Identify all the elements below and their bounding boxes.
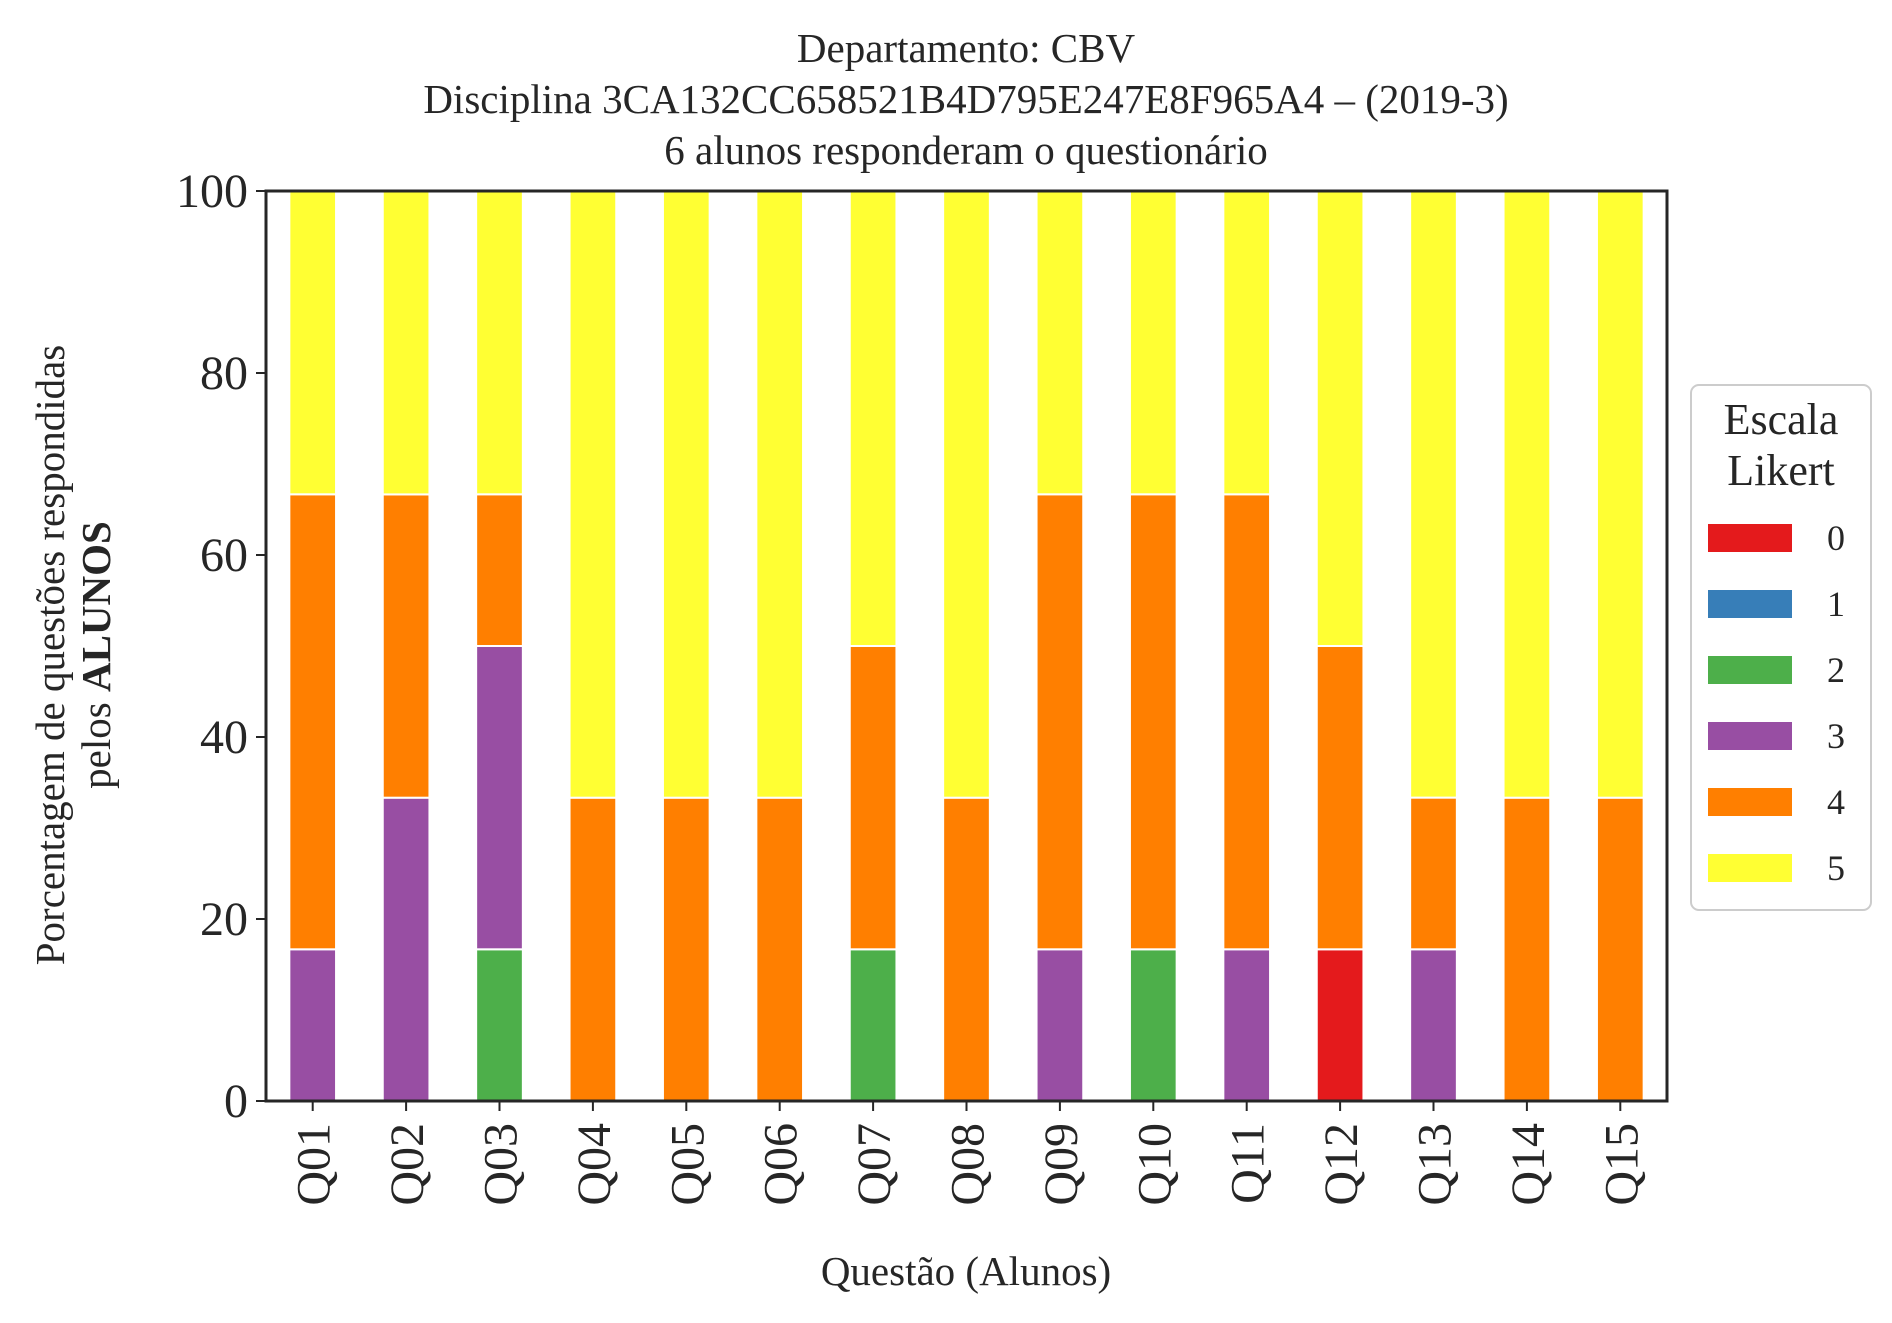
legend: Escala Likert 0 1 2 3 4 5 xyxy=(1690,384,1872,911)
legend-swatch-4 xyxy=(1708,788,1792,816)
bar-segment-q03-level-5 xyxy=(475,190,524,496)
x-tick-label: Q14 xyxy=(1502,1123,1555,1206)
bar-segment-q09-level-3 xyxy=(1035,948,1085,1102)
legend-label-1: 1 xyxy=(1827,584,1845,624)
bar-segment-q11-level-3 xyxy=(1222,948,1272,1102)
bar-segment-q07-level-4 xyxy=(848,645,898,951)
bar-segment-q08-level-5 xyxy=(942,190,991,799)
legend-box xyxy=(1690,384,1872,911)
chart-subtitle-line-1: Disciplina 3CA132CC658521B4D795E247E8F96… xyxy=(423,76,1508,122)
x-axis-label: Questão (Alunos) xyxy=(821,1248,1111,1294)
bar-segment-q04-level-4 xyxy=(568,796,618,1103)
bar-segment-q01-level-5 xyxy=(288,190,338,496)
bar-segment-q13-level-3 xyxy=(1409,948,1458,1102)
bar-segment-q13-level-5 xyxy=(1409,189,1458,799)
x-tick-label: Q02 xyxy=(381,1123,434,1206)
legend-label-5: 5 xyxy=(1827,848,1845,888)
bar-segment-q06-level-5 xyxy=(755,190,805,799)
bar-segment-q15-level-4 xyxy=(1595,796,1645,1103)
bar-segment-q12-level-4 xyxy=(1315,645,1365,951)
chart-subtitle-line-2: 6 alunos responderam o questionário xyxy=(664,127,1267,173)
x-tick-label: Q09 xyxy=(1035,1123,1088,1206)
legend-swatch-0 xyxy=(1708,524,1792,552)
plot-frame xyxy=(264,189,1669,1103)
bar-segment-q02-level-3 xyxy=(381,796,431,1103)
bar-segment-q05-level-5 xyxy=(661,190,711,799)
y-axis-label-line-1: Porcentagem de questões respondidas xyxy=(27,345,73,966)
legend-swatch-1 xyxy=(1708,590,1792,618)
legend-label-2: 2 xyxy=(1827,650,1845,690)
bar-segment-q07-level-2 xyxy=(848,948,898,1102)
legend-swatch-2 xyxy=(1708,656,1792,684)
x-tick-label: Q10 xyxy=(1128,1123,1181,1206)
bar-segment-q06-level-4 xyxy=(755,796,805,1103)
x-tick-label: Q12 xyxy=(1315,1123,1368,1206)
bar-segment-q10-level-4 xyxy=(1128,493,1178,951)
x-tick-label: Q01 xyxy=(288,1123,341,1206)
bar-segment-q11-level-4 xyxy=(1222,493,1272,951)
bar-segment-q03-level-3 xyxy=(475,645,524,951)
bar-segment-q05-level-4 xyxy=(661,796,711,1103)
bar-segment-q09-level-5 xyxy=(1035,190,1085,496)
y-tick-label: 80 xyxy=(200,347,248,400)
x-tick-label: Q08 xyxy=(942,1123,995,1206)
bar-segment-q11-level-5 xyxy=(1222,190,1272,496)
y-axis-label-line-2: pelos ALUNOS xyxy=(73,521,119,789)
bar-segment-q09-level-4 xyxy=(1035,493,1085,951)
bar-segment-q10-level-2 xyxy=(1128,948,1178,1102)
bar-segment-q12-level-5 xyxy=(1315,190,1365,647)
bar-segment-q07-level-5 xyxy=(848,190,898,647)
legend-items: 0 1 2 3 4 5 xyxy=(1708,518,1845,888)
bar-segment-q12-level-0 xyxy=(1315,948,1365,1102)
x-tick-label: Q13 xyxy=(1409,1123,1462,1206)
legend-label-3: 3 xyxy=(1827,716,1845,756)
x-ticks-layer: Q01 Q02 Q03 Q04 Q05 Q06 Q07 Q08 Q09 Q10 Q11 Q12 Q13 Q… xyxy=(288,1101,1648,1206)
x-tick-label: Q15 xyxy=(1595,1123,1648,1206)
y-tick-label: 100 xyxy=(176,165,248,218)
x-tick-label: Q03 xyxy=(475,1123,528,1206)
x-tick-label: Q06 xyxy=(755,1123,808,1206)
bar-segment-q04-level-5 xyxy=(568,190,618,799)
legend-title-line-1: Escala xyxy=(1724,395,1839,444)
x-tick-label: Q04 xyxy=(568,1123,621,1206)
bar-segment-q02-level-4 xyxy=(381,493,431,799)
bar-segment-q01-level-3 xyxy=(288,948,338,1102)
bar-segment-q10-level-5 xyxy=(1128,190,1178,496)
chart-title: Departamento: CBV xyxy=(797,25,1136,71)
bar-segment-q08-level-4 xyxy=(942,796,991,1103)
y-tick-label: 60 xyxy=(200,529,248,582)
y-tick-label: 40 xyxy=(200,711,248,764)
legend-label-4: 4 xyxy=(1827,782,1845,822)
y-axis-label-prefix: pelos xyxy=(73,702,119,789)
legend-swatch-3 xyxy=(1708,722,1792,750)
bar-segment-q15-level-5 xyxy=(1595,190,1645,799)
bar-segment-q14-level-5 xyxy=(1502,190,1552,799)
bar-segment-q14-level-4 xyxy=(1502,796,1552,1103)
legend-swatch-5 xyxy=(1708,854,1792,882)
bar-segment-q02-level-5 xyxy=(381,190,431,496)
x-tick-label: Q11 xyxy=(1222,1123,1275,1204)
y-axis-label: Porcentagem de questões respondidas pelo… xyxy=(27,345,119,966)
bar-segment-q03-level-4 xyxy=(475,493,524,648)
bar-segment-q03-level-2 xyxy=(475,948,524,1102)
legend-title-line-2: Likert xyxy=(1727,446,1835,495)
bars-layer xyxy=(288,189,1645,1103)
y-axis-label-bold: ALUNOS xyxy=(73,521,119,692)
bar-segment-q01-level-4 xyxy=(288,493,338,951)
x-tick-label: Q05 xyxy=(661,1123,714,1206)
y-tick-label: 0 xyxy=(224,1075,248,1128)
legend-label-0: 0 xyxy=(1827,518,1845,558)
y-ticks-layer: 0 20 40 60 80 100 xyxy=(176,165,266,1128)
x-tick-label: Q07 xyxy=(848,1123,901,1206)
bar-segment-q13-level-4 xyxy=(1409,796,1458,951)
y-tick-label: 20 xyxy=(200,893,248,946)
